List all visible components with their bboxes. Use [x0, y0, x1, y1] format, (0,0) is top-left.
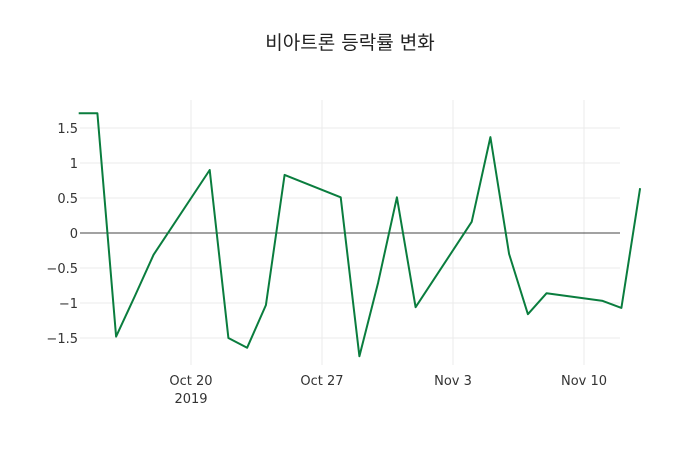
y-tick-label: −0.5: [46, 262, 78, 277]
y-tick-label: −1: [59, 297, 78, 312]
x-tick-label: Oct 20: [169, 374, 212, 389]
y-tick-label: 1: [70, 157, 78, 172]
y-tick-label: 0: [70, 227, 78, 242]
y-tick-label: 1.5: [57, 122, 78, 137]
y-tick-label: −1.5: [46, 332, 78, 347]
y-tick-label: 0.5: [57, 192, 78, 207]
x-tick-year-label: 2019: [174, 392, 207, 407]
x-tick-label: Nov 10: [561, 374, 607, 389]
series-line: [78, 112, 642, 358]
chart-title: 비아트론 등락률 변화: [265, 32, 435, 54]
x-tick-label: Nov 3: [434, 374, 472, 389]
x-tick-label: Oct 27: [300, 374, 343, 389]
